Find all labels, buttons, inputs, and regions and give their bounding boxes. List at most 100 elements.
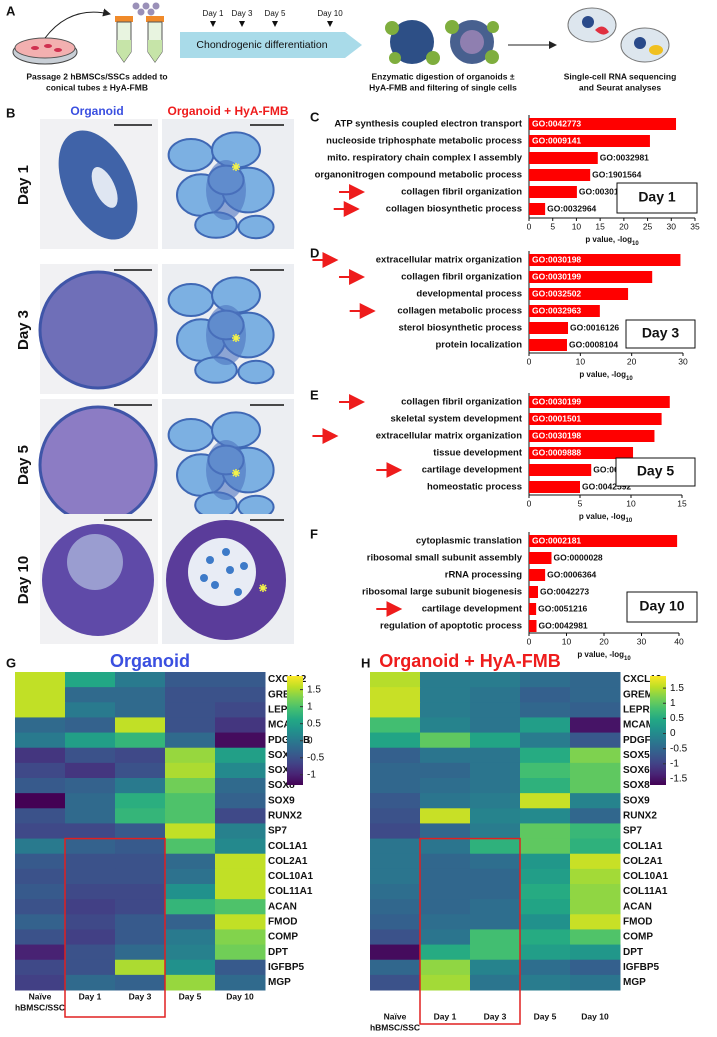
colorbar-tick-label: -1 bbox=[307, 769, 316, 780]
go-term: GO:0030199 bbox=[532, 271, 581, 281]
heatmap-cell bbox=[370, 808, 421, 824]
colorbar bbox=[650, 676, 666, 785]
gene-label: SOX9 bbox=[623, 795, 650, 806]
bar bbox=[529, 620, 537, 632]
category-label: cartilage development bbox=[422, 465, 523, 476]
go-term: GO:0032502 bbox=[532, 288, 581, 298]
category-label: rRNA processing bbox=[445, 570, 522, 581]
go-term: GO:0002181 bbox=[532, 535, 581, 545]
bar bbox=[529, 203, 546, 215]
fmb-bead bbox=[167, 138, 215, 172]
heatmap-cell bbox=[215, 959, 266, 976]
heatmap-cell bbox=[65, 672, 116, 688]
asterisk bbox=[232, 163, 240, 171]
bar bbox=[529, 413, 662, 425]
gene-label: RUNX2 bbox=[623, 810, 657, 821]
heatmap-cell bbox=[420, 808, 471, 824]
organoid-section bbox=[40, 272, 156, 388]
heatmap-cell bbox=[520, 687, 571, 703]
go-term: GO:0032981 bbox=[600, 152, 649, 162]
day-label: Day 1 bbox=[203, 9, 224, 18]
gene-label: MGP bbox=[623, 977, 646, 988]
panel-a-art bbox=[12, 2, 670, 65]
heatmap-cell bbox=[115, 762, 166, 779]
heatmap-cell bbox=[215, 868, 266, 885]
fmb-bead bbox=[211, 581, 219, 589]
heatmap-cell bbox=[15, 914, 66, 930]
category-label: protein localization bbox=[435, 340, 522, 351]
bar bbox=[529, 118, 677, 130]
heatmap-cell bbox=[570, 778, 621, 794]
colorbar-tick-label: 1.5 bbox=[307, 684, 321, 695]
column-label: Naïve bbox=[29, 991, 52, 1001]
heatmap-cell bbox=[15, 929, 66, 946]
bar bbox=[529, 481, 580, 493]
fmb-bead bbox=[226, 566, 234, 574]
row-label: Day 3 bbox=[15, 310, 32, 350]
heatmap-cell bbox=[420, 762, 471, 779]
heatmap-cell bbox=[115, 944, 166, 961]
gene-label: SP7 bbox=[623, 826, 642, 837]
heatmap-cell bbox=[370, 762, 421, 779]
x-axis-label: p value, -log10 bbox=[579, 512, 633, 523]
heatmap-cell bbox=[420, 853, 471, 870]
heatmap-cell bbox=[165, 838, 216, 855]
heatmap-cell bbox=[520, 702, 571, 718]
panel-label: F bbox=[310, 526, 318, 541]
day-box bbox=[616, 182, 698, 214]
heatmap-cell bbox=[65, 687, 116, 703]
x-tick-label: 25 bbox=[643, 221, 653, 231]
gene-label: SOX5 bbox=[623, 750, 650, 761]
row-label: Day 10 bbox=[15, 556, 32, 604]
heatmap-cell bbox=[570, 974, 621, 991]
heatmap-cell bbox=[165, 702, 216, 718]
heatmap-cell bbox=[215, 899, 266, 915]
day-box-label: Day 1 bbox=[638, 189, 676, 205]
heatmap-cell bbox=[215, 702, 266, 718]
heatmap-cell bbox=[115, 974, 166, 991]
heatmap-cell bbox=[215, 717, 266, 734]
heatmap-cell bbox=[165, 687, 216, 703]
heatmap-cell bbox=[215, 687, 266, 703]
category-label: regulation of apoptotic process bbox=[380, 621, 522, 632]
gene-label: DPT bbox=[268, 947, 288, 958]
column-label: Day 3 bbox=[484, 1011, 507, 1021]
category-label: cartilage development bbox=[422, 604, 523, 615]
heatmap-cell bbox=[470, 929, 521, 946]
heatmap-cell bbox=[65, 762, 116, 779]
day-marker bbox=[327, 21, 333, 27]
step-caption: and Seurat analyses bbox=[579, 82, 661, 92]
heatmap-cell bbox=[165, 747, 216, 764]
heatmap-cell bbox=[15, 853, 66, 870]
heatmap-cell bbox=[420, 974, 471, 991]
colorbar-tick-label: -0.5 bbox=[307, 752, 325, 763]
heatmap-cell bbox=[15, 702, 66, 718]
heatmap-cell bbox=[420, 868, 471, 885]
gene-label: SOX6 bbox=[268, 765, 295, 776]
heatmap-cell bbox=[15, 672, 66, 688]
category-label: homeostatic process bbox=[427, 482, 522, 493]
day-box-label: Day 3 bbox=[642, 325, 680, 341]
heatmap-cell bbox=[570, 702, 621, 718]
heatmap-cell bbox=[570, 823, 621, 840]
heatmap-cell bbox=[520, 884, 571, 900]
heatmap-cell bbox=[520, 853, 571, 870]
day-label: Day 10 bbox=[317, 9, 343, 18]
gene-label: FMOD bbox=[268, 916, 297, 927]
go-term: GO:0008104 bbox=[569, 339, 618, 349]
fmb-bead bbox=[237, 214, 275, 240]
heatmap-cell bbox=[370, 929, 421, 946]
organoid-section bbox=[40, 407, 156, 523]
x-tick-label: 30 bbox=[678, 356, 688, 366]
heatmap-cell bbox=[215, 944, 266, 961]
fmb-section bbox=[188, 538, 256, 606]
heatmap-cell bbox=[520, 672, 571, 688]
bar bbox=[529, 169, 591, 181]
heatmap-cell bbox=[15, 778, 66, 794]
column-label: Day 1 bbox=[79, 991, 102, 1001]
heatmap-cell bbox=[420, 884, 471, 900]
heatmap-cell bbox=[470, 732, 521, 749]
column-label: Day 3 bbox=[129, 991, 152, 1001]
gene-label: SOX9 bbox=[268, 795, 295, 806]
bar bbox=[529, 552, 552, 564]
